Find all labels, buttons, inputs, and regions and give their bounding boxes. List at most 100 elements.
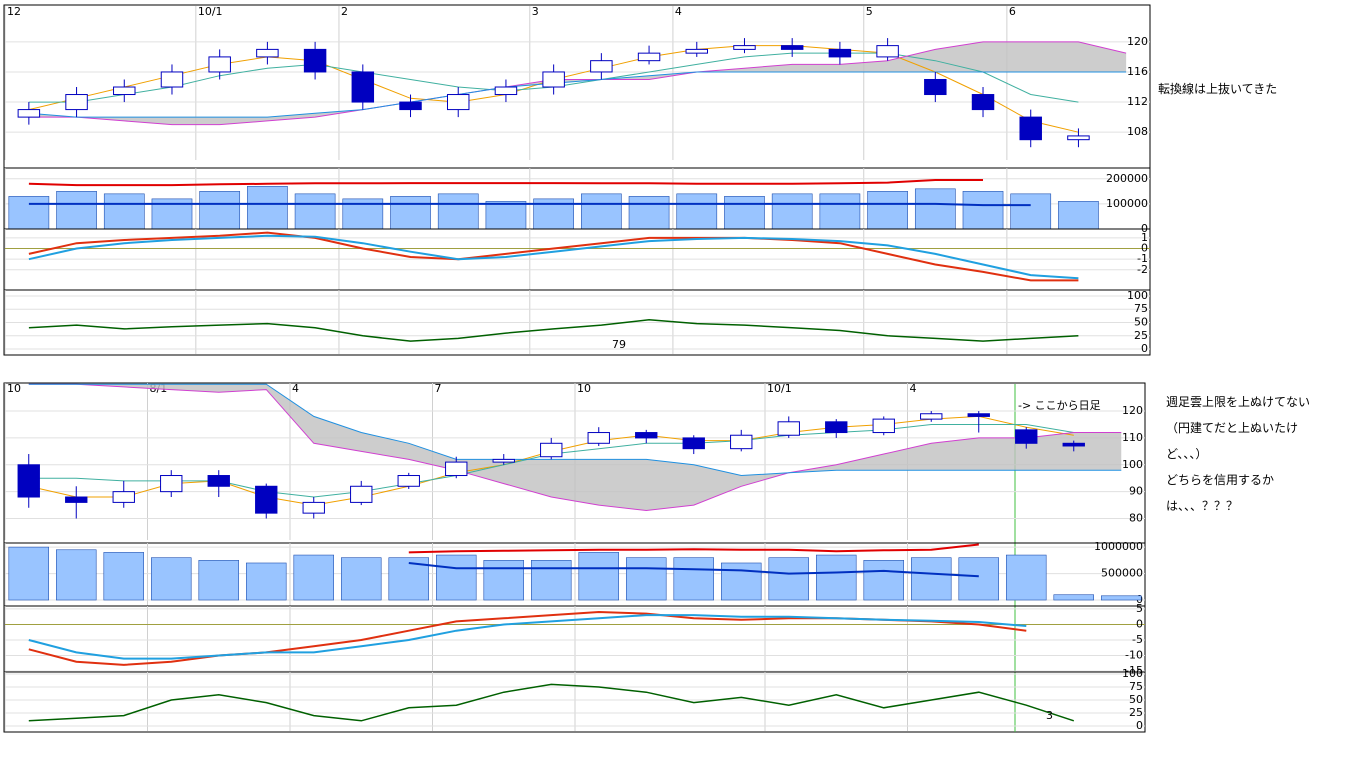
- line: [28, 683, 1075, 722]
- y-tick-label: 50: [1134, 315, 1148, 328]
- volume-bar: [103, 193, 145, 230]
- volume-bar: [910, 557, 952, 601]
- x-tick-label: 10: [7, 382, 21, 395]
- candle-body: [971, 94, 995, 111]
- volume-bar: [246, 562, 287, 601]
- volume-bar: [151, 557, 192, 601]
- candle-body: [256, 48, 279, 58]
- candle-body: [350, 485, 373, 503]
- line: [408, 562, 979, 578]
- cloud: [28, 41, 1127, 125]
- volume-bar: [914, 188, 956, 230]
- candle-body: [1062, 442, 1085, 447]
- candle-body: [733, 45, 756, 50]
- candle-body: [967, 413, 990, 417]
- y-tick-label: 25: [1129, 706, 1143, 719]
- candle-body: [872, 418, 895, 434]
- volume-bar: [1005, 554, 1047, 601]
- y-tick-label: 0: [1136, 719, 1143, 732]
- candle-body: [17, 464, 40, 498]
- candle-body: [255, 485, 278, 514]
- x-tick-label: 2: [341, 5, 348, 18]
- x-tick-label: 4: [910, 382, 917, 395]
- y-tick-label: 1000000: [1094, 540, 1143, 553]
- volume-bar: [103, 552, 145, 601]
- volume-bar: [768, 557, 809, 601]
- y-tick-label: 200000: [1106, 172, 1148, 185]
- line: [28, 231, 1079, 282]
- x-tick-label: 4: [675, 5, 682, 18]
- y-tick-label: 5: [1136, 602, 1143, 615]
- volume-bar: [390, 196, 431, 230]
- volume-bar: [1053, 594, 1095, 601]
- line: [28, 234, 1079, 280]
- y-tick-label: 108: [1127, 125, 1148, 138]
- note-line: （円建てだと上ぬいたけ: [1166, 421, 1299, 435]
- volume-bar: [485, 201, 527, 230]
- x-tick-label: 3: [532, 5, 539, 18]
- volume-bar: [1010, 193, 1052, 230]
- volume-bar: [247, 186, 288, 230]
- candle-body: [920, 413, 943, 420]
- volume-bar: [8, 546, 50, 601]
- y-tick-label: 120: [1122, 404, 1143, 417]
- volume-bar: [581, 193, 622, 230]
- candle-body: [780, 45, 804, 50]
- volume-bar: [578, 552, 619, 601]
- y-tick-label: 0: [1141, 242, 1148, 255]
- candle-body: [399, 101, 422, 111]
- y-tick-label: 120: [1127, 35, 1148, 48]
- candle-body: [876, 45, 899, 58]
- x-tick-label: 5: [866, 5, 873, 18]
- note-line: どちらを信用するか: [1166, 473, 1275, 487]
- volume-bar: [199, 191, 241, 230]
- candle-body: [682, 437, 705, 450]
- candle-body: [303, 48, 327, 73]
- x-tick-label: 10/1: [198, 5, 223, 18]
- cloud: [28, 384, 1122, 511]
- line: [28, 71, 1127, 118]
- volume-bar: [56, 191, 97, 230]
- x-tick-label: 10: [577, 382, 591, 395]
- note-top: 転換線は上抜いてきた: [1158, 82, 1278, 96]
- x-tick-label: 6: [1009, 5, 1016, 18]
- candle-body: [351, 71, 375, 103]
- candle-body: [302, 501, 325, 514]
- volume-bar: [435, 554, 477, 601]
- y-tick-label: 1: [1141, 231, 1148, 244]
- y-tick-label: 500000: [1101, 567, 1143, 580]
- note-line: は、、、？？？: [1166, 499, 1239, 513]
- x-tick-label: 4: [292, 382, 299, 395]
- y-tick-label: 0: [1136, 617, 1143, 630]
- y-tick-label: 112: [1127, 95, 1148, 108]
- y-tick-label: -2: [1137, 263, 1148, 276]
- candle-body: [446, 94, 470, 111]
- candle-body: [1067, 135, 1090, 141]
- line: [28, 179, 983, 187]
- candle-body: [207, 475, 230, 487]
- volume-bar: [55, 549, 97, 601]
- volume-bar: [720, 562, 762, 601]
- note-line: 週足雲上限を上ぬけてない: [1166, 395, 1311, 409]
- line: [28, 202, 1031, 207]
- candle-body: [17, 109, 41, 118]
- note-bottom: 週足雲上限を上ぬけてない （円建てだと上ぬいたけ ど、、、） どちらを信用するか…: [1166, 389, 1310, 519]
- line: [28, 614, 1027, 660]
- volume-bar: [815, 554, 857, 601]
- candle-body: [445, 461, 468, 477]
- frame-top: [3, 4, 1151, 356]
- y-tick-label: 100: [1122, 458, 1143, 471]
- volume-bar: [863, 560, 904, 601]
- candle-body: [730, 434, 753, 450]
- candle-body: [590, 60, 613, 73]
- y-tick-label: 25: [1134, 329, 1148, 342]
- candle-body: [65, 94, 88, 111]
- y-tick-label: 80: [1129, 512, 1143, 525]
- y-tick-label: 0: [1141, 342, 1148, 355]
- y-tick-label: 110: [1122, 431, 1143, 444]
- candle-body: [160, 475, 183, 493]
- candle-body: [492, 458, 515, 463]
- candle-body: [113, 86, 136, 96]
- note-line: ど、、、）: [1166, 447, 1208, 461]
